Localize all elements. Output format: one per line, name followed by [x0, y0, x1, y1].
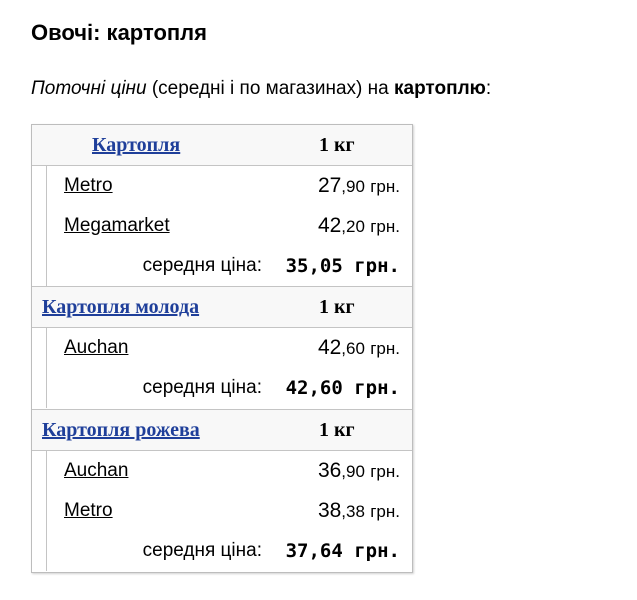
store-price: 27,90 грн. — [317, 174, 400, 197]
average-label: середня ціна: — [142, 377, 262, 398]
group-header: Картопля рожева 1 кг — [32, 409, 412, 451]
unit-label: 1 кг — [319, 296, 355, 318]
product-link-potato[interactable]: Картопля — [92, 134, 181, 156]
store-link[interactable]: Auchan — [64, 460, 129, 481]
average-label: середня ціна: — [142, 255, 262, 276]
store-link[interactable]: Megamarket — [64, 215, 170, 236]
store-price: 36,90 грн. — [317, 459, 400, 482]
intro-tail: : — [485, 78, 492, 99]
store-price: 42,60 грн. — [317, 336, 400, 359]
average-row: середня ціна: 42,60 грн. — [46, 368, 412, 408]
intro-italic: Поточні ціни — [31, 78, 147, 99]
store-price: 38,38 грн. — [317, 499, 400, 522]
store-row: Metro 38,38 грн. — [46, 491, 412, 531]
store-price: 42,20 грн. — [317, 214, 400, 237]
unit-label: 1 кг — [319, 419, 355, 441]
store-row: Megamarket 42,20 грн. — [46, 206, 412, 246]
store-row: Auchan 36,90 грн. — [46, 451, 412, 491]
store-row: Auchan 42,60 грн. — [46, 328, 412, 368]
intro-text: Поточні ціни (середні і по магазинах) на… — [31, 76, 491, 102]
average-row: середня ціна: 35,05 грн. — [46, 246, 412, 286]
product-link-young-potato[interactable]: Картопля молода — [42, 296, 200, 318]
store-link[interactable]: Metro — [64, 175, 113, 196]
store-row: Metro 27,90 грн. — [46, 166, 412, 206]
intro-bold: картоплю — [394, 78, 486, 99]
store-link[interactable]: Metro — [64, 500, 113, 521]
group-header: Картопля молода 1 кг — [32, 286, 412, 328]
average-row: середня ціна: 37,64 грн. — [46, 531, 412, 571]
average-price: 37,64 грн. — [285, 540, 400, 562]
page-title: Овочі: картопля — [31, 20, 207, 45]
average-price: 35,05 грн. — [285, 255, 400, 277]
average-price: 42,60 грн. — [285, 377, 400, 399]
average-label: середня ціна: — [142, 540, 262, 561]
group-header: Картопля 1 кг — [32, 125, 412, 166]
unit-label: 1 кг — [319, 134, 355, 156]
store-link[interactable]: Auchan — [64, 337, 129, 358]
price-table: Картопля 1 кг Metro 27,90 грн. Megamarke… — [31, 124, 413, 573]
product-link-pink-potato[interactable]: Картопля рожева — [42, 419, 200, 441]
intro-plain: (середні і по магазинах) на — [146, 78, 394, 99]
